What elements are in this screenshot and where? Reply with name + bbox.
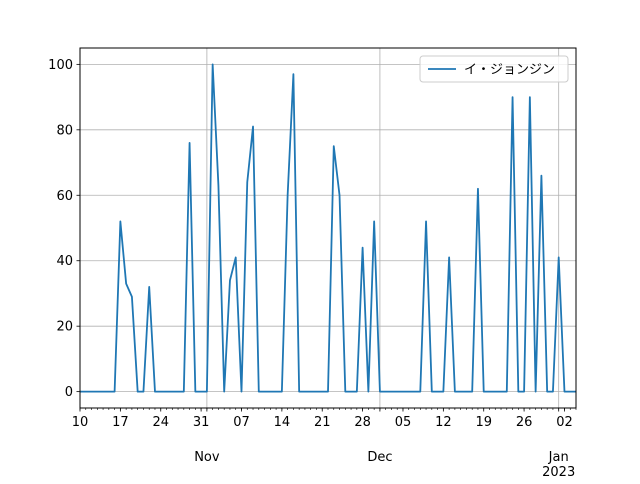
y-tick-label: 80 — [56, 123, 73, 138]
series-layer — [80, 63, 576, 393]
x-tick-label: 14 — [274, 415, 291, 430]
y-tick-label: 0 — [65, 385, 73, 400]
month-label: Dec — [367, 450, 392, 465]
x-tick-label: 31 — [193, 415, 210, 430]
x-tick-label: 21 — [314, 415, 331, 430]
legend-label: イ・ジョンジン — [464, 63, 555, 78]
x-tick-label: 26 — [516, 415, 533, 430]
month-label: Jan — [548, 450, 569, 465]
x-tick-label: 02 — [556, 415, 573, 430]
x-tick-label: 10 — [72, 415, 89, 430]
year-label: 2023 — [542, 465, 575, 480]
x-tick-label: 24 — [152, 415, 169, 430]
x-tick-label: 19 — [475, 415, 492, 430]
month-label: Nov — [194, 450, 220, 465]
y-tick-label: 60 — [56, 189, 73, 204]
x-tick-label: 28 — [354, 415, 371, 430]
y-tick-label: 100 — [48, 58, 73, 73]
x-tick-label: 12 — [435, 415, 452, 430]
legend: イ・ジョンジン — [419, 55, 569, 83]
x-tick-label: 05 — [395, 415, 412, 430]
x-tick-label: 17 — [112, 415, 129, 430]
y-tick-label: 20 — [56, 320, 73, 335]
axes: 0 20 40 60 80 100 10 17 24 31 07 14 21 28 05 12 19 26 02 No… — [48, 58, 577, 480]
series-line — [80, 63, 576, 393]
x-tick-label: 07 — [233, 415, 250, 430]
legend-box — [419, 55, 569, 83]
y-tick-label: 40 — [56, 254, 73, 269]
